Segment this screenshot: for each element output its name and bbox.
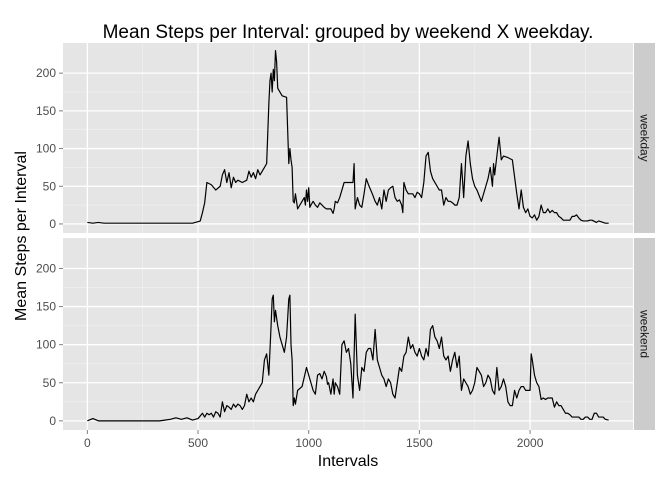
x-tick-label: 0 — [84, 436, 91, 450]
chart-title: Mean Steps per Interval: grouped by week… — [103, 22, 594, 43]
panel-weekday: 0 50 100 150 200 weekday — [36, 43, 655, 233]
x-tick-label: 500 — [188, 436, 208, 450]
series-line-weekday — [87, 49, 609, 224]
facet-strip — [634, 43, 655, 233]
y-tick-label: 100 — [36, 142, 56, 156]
x-tick-label: 1000 — [295, 436, 322, 450]
x-axis: 0 500 1000 1500 2000 — [84, 430, 544, 450]
y-tick-label: 150 — [36, 104, 56, 118]
x-tick-label: 1500 — [406, 436, 433, 450]
y-tick-label: 200 — [36, 261, 56, 275]
y-tick-label: 200 — [36, 66, 56, 80]
facet-panels: 0 50 100 150 200 weekday 0 50 100 150 200 weekend — [36, 43, 655, 430]
y-tick-label: 100 — [36, 338, 56, 352]
facet-strip — [634, 238, 655, 430]
x-axis-title: Intervals — [318, 453, 378, 470]
y-tick-label: 150 — [36, 300, 56, 314]
panel-background — [63, 43, 633, 233]
y-axis-title: Mean Steps per Interval — [13, 151, 30, 321]
x-tick-label: 2000 — [517, 436, 544, 450]
series-line-weekend — [87, 294, 609, 422]
panel-background — [63, 238, 633, 430]
y-tick-label: 0 — [49, 217, 56, 231]
panel-weekend: 0 50 100 150 200 weekend — [36, 238, 655, 430]
facet-strip-label: weekday — [638, 113, 652, 161]
y-tick-label: 50 — [43, 179, 57, 193]
facet-strip-label: weekend — [638, 309, 652, 358]
y-tick-label: 0 — [49, 414, 56, 428]
y-tick-label: 50 — [43, 376, 57, 390]
